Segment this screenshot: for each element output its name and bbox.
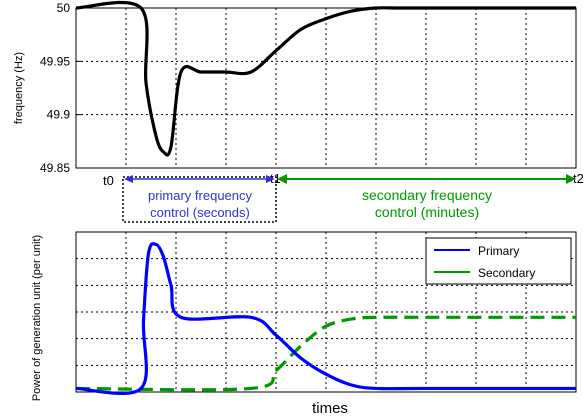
primary-arrow-left-head [124,175,133,183]
time-marker-t2: t2 [573,171,584,186]
frequency-y-ticks: 50 49.95 49.9 49.85 [40,1,81,175]
secondary-control-text-line1: secondary frequency [362,187,492,203]
frequency-plot: 50 49.95 49.9 49.85 frequency (Hz) [13,0,577,175]
secondary-power-line [75,315,576,392]
secondary-arrow-right-head [566,174,576,184]
primary-control-text-line1: primary frequency [148,188,253,203]
primary-control-box [122,176,277,223]
frequency-grid [76,8,576,168]
power-x-axis-label: times [312,400,348,417]
secondary-control-text-line2: control (minutes) [375,204,479,220]
primary-power-line [75,242,576,396]
frequency-y-axis-label: frequency (Hz) [13,52,25,124]
y-tick-label: 49.95 [40,54,70,68]
frequency-line [75,0,576,157]
secondary-control-annotation: secondary frequency control (minutes) [277,174,576,220]
legend-secondary-label: Secondary [478,266,535,280]
power-plot: Power of generation unit (per unit) time… [31,231,577,417]
secondary-arrow-left-head [277,174,287,184]
legend: Primary Secondary [425,237,572,285]
y-tick-label: 49.9 [47,108,71,122]
time-marker-t0: t0 [103,173,114,188]
y-tick-label: 49.85 [40,161,70,175]
time-marker-t1: t1 [270,171,281,186]
time-markers: t0 t1 t2 [103,171,584,188]
legend-box [425,237,572,285]
primary-arrow-right-head [266,175,275,183]
legend-primary-label: Primary [478,244,519,258]
primary-control-text-line2: control (seconds) [150,205,250,220]
power-y-axis-label: Power of generation unit (per unit) [31,235,43,401]
primary-control-annotation: primary frequency control (seconds) [122,175,277,223]
y-tick-label: 50 [57,1,71,15]
